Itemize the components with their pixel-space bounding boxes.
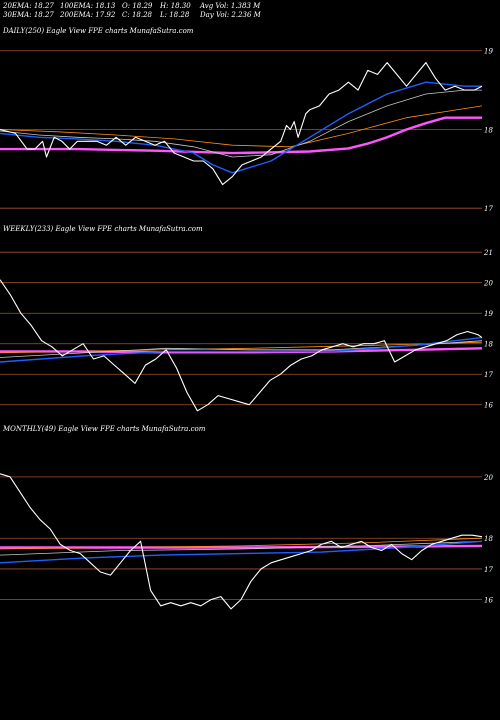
daily-price-line: [0, 62, 483, 186]
header-30ema: 30EMA: 18.27: [3, 11, 54, 19]
header-100ema: 100EMA: 18.13: [60, 2, 116, 10]
monthly-ema-fast-line: [0, 540, 483, 564]
weekly-ytick-label: 20: [483, 280, 493, 288]
weekly-ytick-label: 16: [484, 402, 493, 410]
header-200ema: 200EMA: 17.92: [60, 11, 116, 19]
weekly-ytick-label: 17: [484, 371, 493, 379]
weekly-ytick-label: 18: [484, 341, 493, 349]
monthly-panel-title: MONTHLY(49) Eagle View FPE charts Munafa…: [3, 425, 206, 433]
daily-ytick-label: 17: [484, 205, 493, 213]
monthly-ema-mid-line: [0, 540, 483, 556]
daily-panel-title: DAILY(250) Eagle View FPE charts MunafaS…: [3, 27, 194, 35]
monthly-ema-long-line: [0, 544, 483, 549]
daily-ema-slow-line: [0, 105, 483, 148]
monthly-ytick-label: 18: [484, 535, 493, 543]
weekly-panel-title: WEEKLY(233) Eagle View FPE charts Munafa…: [3, 225, 203, 233]
daily-ema-mid-line: [0, 89, 482, 158]
header-day-vol: Day Vol: 2.236 M: [200, 11, 261, 19]
monthly-ema-slow-line: [0, 537, 483, 550]
weekly-ytick-label: 21: [483, 249, 493, 257]
monthly-price-line: [0, 473, 483, 610]
weekly-ema-fast-line: [0, 336, 483, 363]
header-close: C: 18.28: [122, 11, 152, 19]
header-open: O: 18.29: [122, 2, 153, 10]
header-high: H: 18.30: [160, 2, 191, 10]
monthly-ytick-label: 20: [483, 474, 493, 482]
weekly-ytick-label: 19: [484, 310, 493, 318]
weekly-ema-slow-line: [0, 341, 483, 354]
daily-ema-fast-line: [0, 81, 482, 174]
weekly-price-line: [0, 279, 483, 412]
header-low: L: 18.28: [160, 11, 190, 19]
monthly-ytick-label: 17: [484, 566, 493, 574]
monthly-ytick-label: 16: [484, 597, 493, 605]
daily-ema-long-line: [0, 116, 482, 155]
header-avg-vol: Avg Vol: 1.383 M: [200, 2, 261, 10]
daily-ytick-label: 18: [484, 126, 493, 134]
header-20ema: 20EMA: 18.27: [3, 2, 54, 10]
daily-ytick-label: 19: [484, 48, 493, 56]
